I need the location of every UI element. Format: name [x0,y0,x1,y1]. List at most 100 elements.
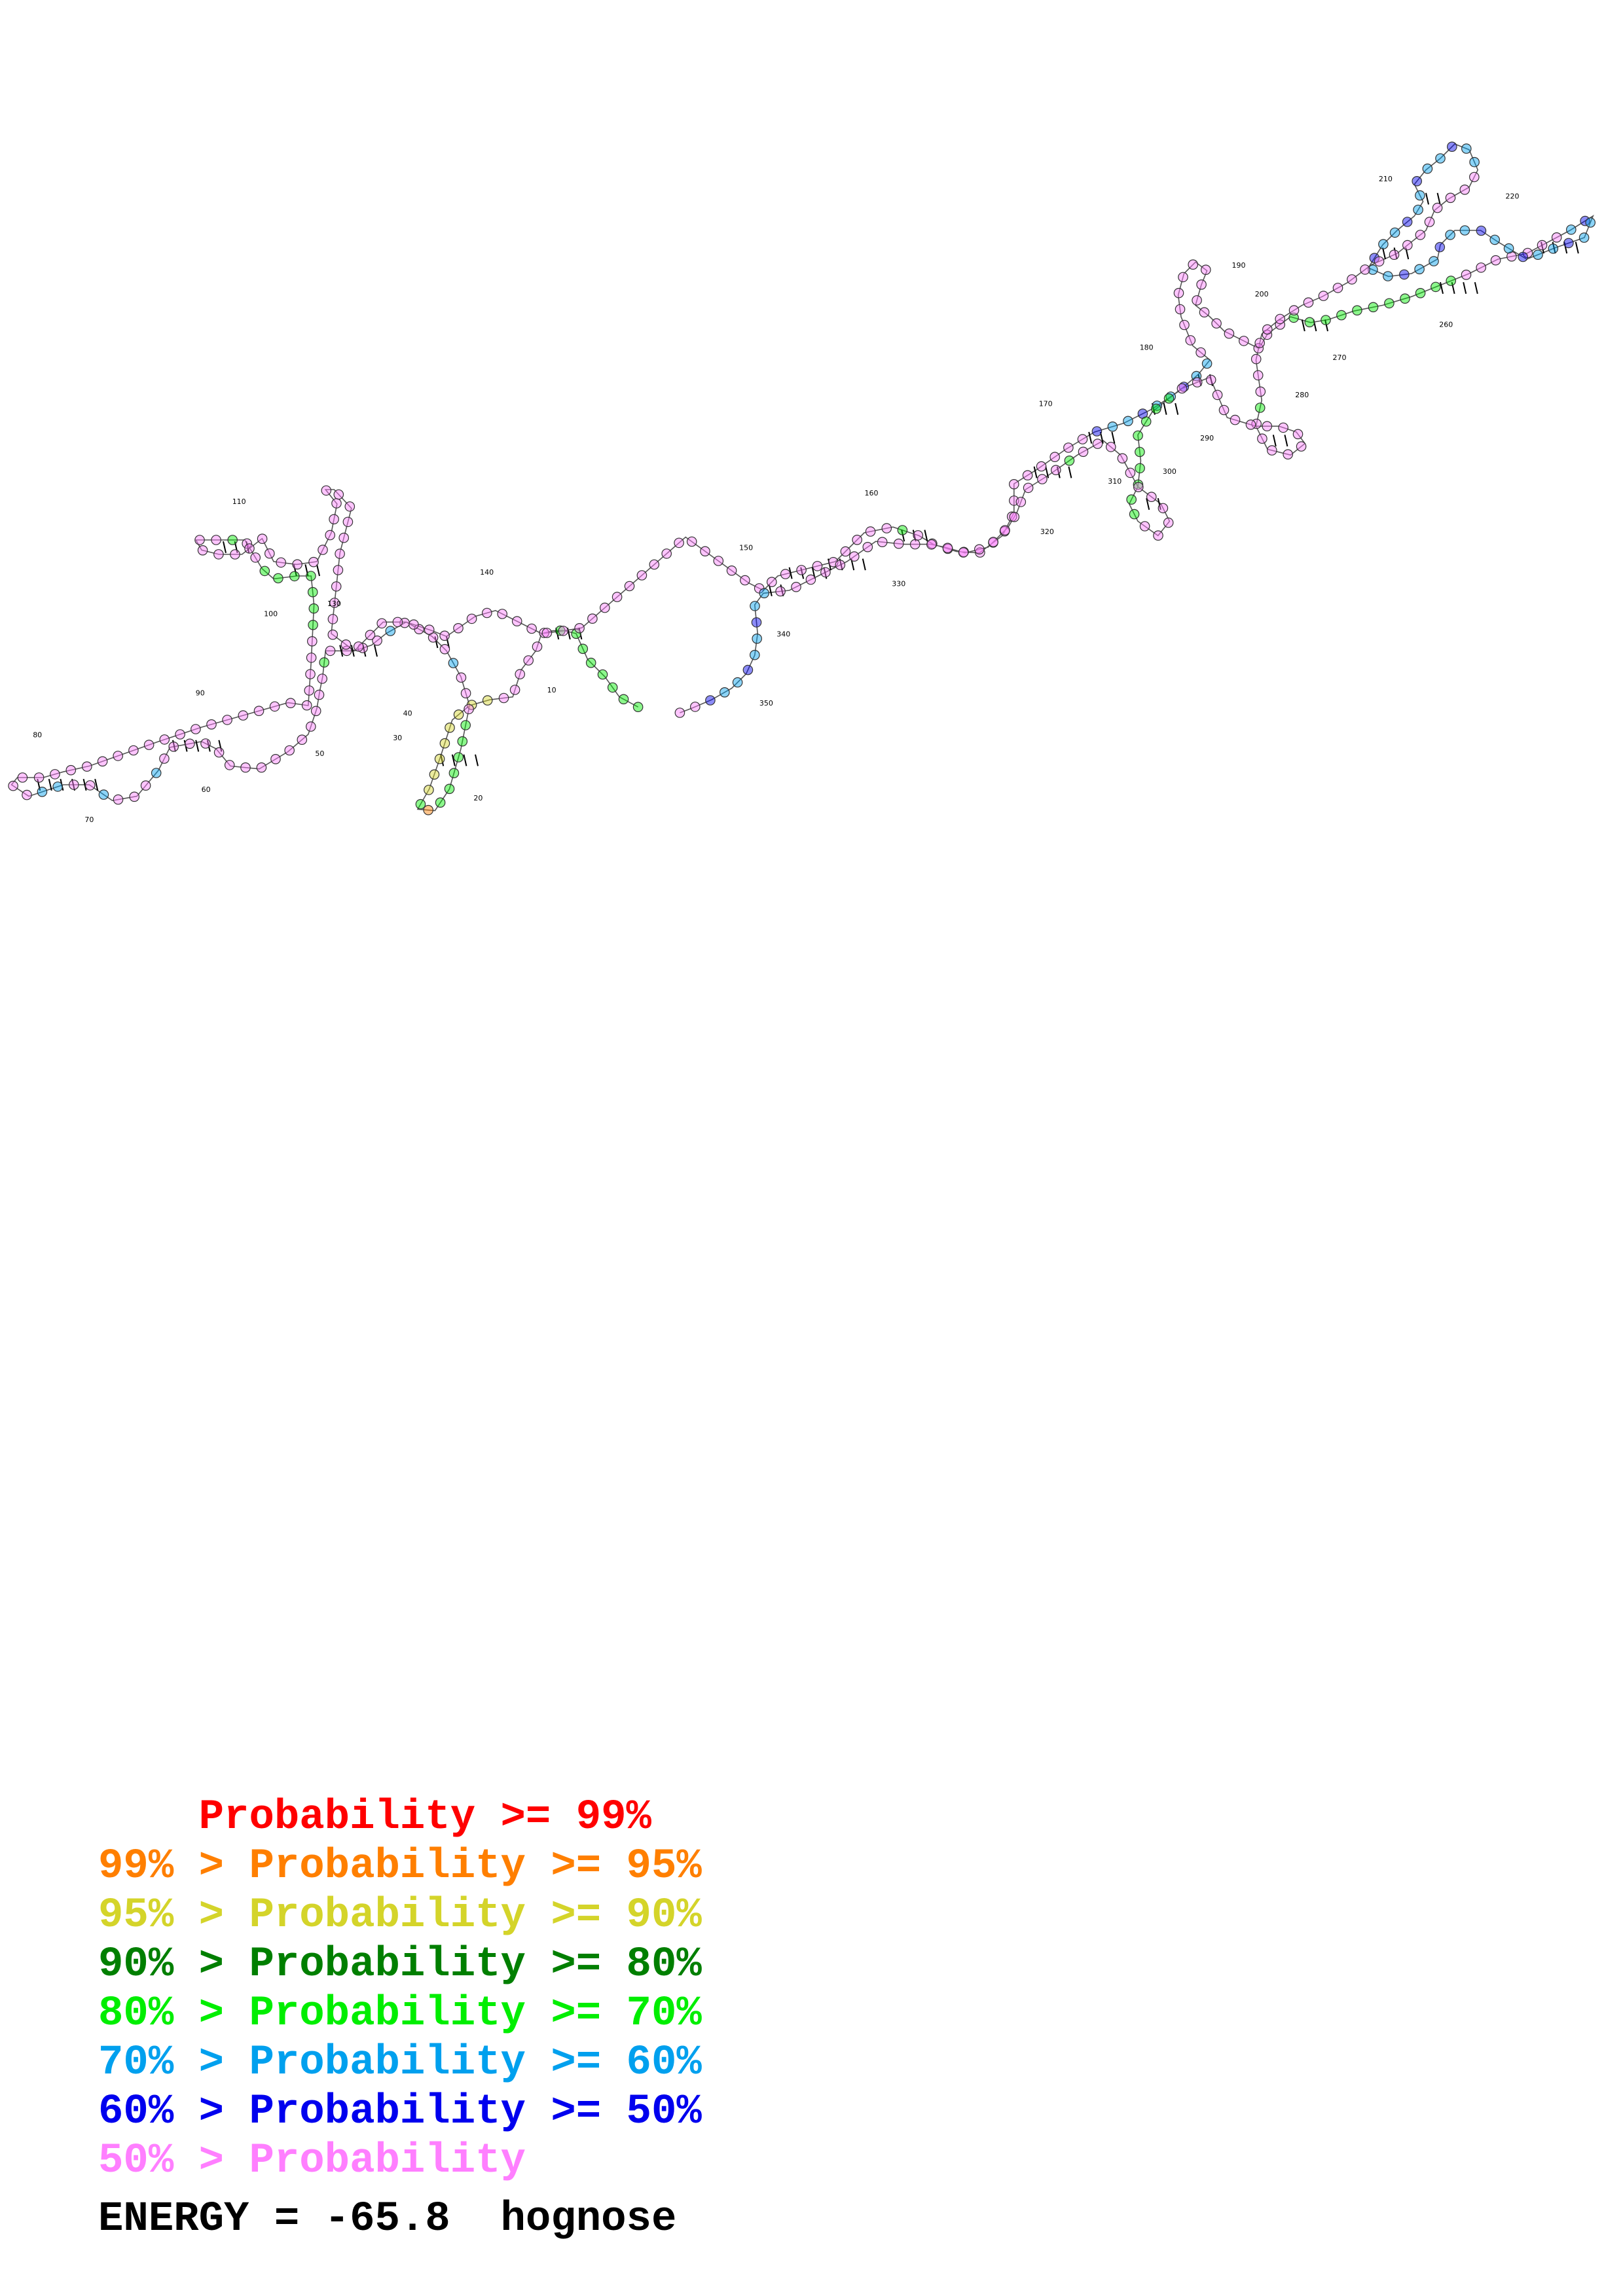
legend-text-70: 80% > Probability >= 70% [98,1990,702,2037]
probability-legend: Probability >= 99% 99% > Probability >= … [98,1793,702,2186]
nucleotide [577,643,589,655]
nucleotide [1252,370,1264,381]
nucleotide [448,658,459,668]
position-label: 110 [232,497,246,506]
nucleotide [893,538,904,549]
nucleotide [942,543,953,553]
nucleotide [151,768,162,778]
nucleotide [624,581,635,592]
nucleotide [444,783,455,795]
nucleotide [310,706,321,717]
nucleotide [1489,234,1500,245]
nucleotide [1037,474,1048,484]
nucleotide [1459,184,1470,195]
nucleotide [1133,482,1144,492]
nucleotide [618,694,629,705]
base-pair-bond [1451,281,1455,295]
nucleotide [1533,249,1543,260]
nucleotide [1262,324,1273,335]
nucleotide [865,526,876,537]
position-label: 140 [480,568,494,577]
nucleotide [649,559,660,570]
nucleotide [435,797,446,808]
position-label: 270 [1333,353,1347,362]
nucleotide [1292,429,1304,440]
nucleotide [732,677,743,688]
nucleotide [1126,494,1137,505]
nucleotide [1163,517,1174,528]
nucleotide [1336,310,1347,321]
position-label: 40 [403,709,412,717]
nucleotide [909,539,921,550]
nucleotide [791,581,801,592]
nucleotide [448,768,460,778]
nucleotide [852,534,862,545]
base-pair-bond [1393,247,1398,260]
nucleotide [453,752,464,762]
base-pair-bond [1175,403,1179,415]
nucleotide [690,702,701,712]
nucleotide [539,628,549,638]
nucleotide [194,535,205,545]
nucleotide [1165,391,1176,402]
nucleotide [1254,338,1265,348]
nucleotide [424,785,434,795]
nucleotide [511,616,522,626]
base-pair-bond [1157,497,1161,511]
base-pair-bond [82,778,87,791]
position-label: 30 [393,734,402,742]
nucleotide [82,761,92,772]
base-pair-bond [475,754,479,766]
position-label: 70 [84,816,94,824]
nucleotide [1036,461,1047,472]
nucleotide [1078,446,1089,457]
nucleotide [1051,465,1061,475]
nucleotide [1414,264,1425,275]
nucleotide [37,787,48,797]
position-label: 20 [473,794,483,802]
nucleotide [424,624,435,635]
nucleotide [1461,269,1472,280]
nucleotide [50,769,60,780]
position-label: 260 [1439,320,1453,329]
nucleotide [1303,297,1314,308]
nucleotide [1400,293,1410,304]
nucleotide [1503,243,1514,254]
nucleotide [1321,315,1331,325]
nucleotide [1537,240,1548,251]
base-pair-bond [1563,242,1568,254]
position-label: 80 [33,730,42,739]
nucleotide [1176,383,1188,394]
position-label: 200 [1255,290,1269,298]
nucleotide [523,655,534,666]
nucleotide [301,700,312,711]
nucleotide [1446,276,1456,286]
nucleotide [597,669,608,680]
nucleotide [1064,455,1075,466]
nucleotide [305,669,316,679]
position-label: 280 [1295,391,1309,399]
nucleotide [497,609,507,619]
nucleotide [143,740,155,750]
base-pair-bond [1575,242,1579,254]
nucleotide [439,738,450,749]
legend-text-low: 50% > Probability [98,2138,526,2185]
nucleotide [835,560,846,570]
base-pair-bond [1056,466,1061,478]
nucleotide [1347,274,1357,285]
nucleotide [338,532,349,543]
nucleotide [862,541,873,552]
nucleotide [558,626,569,636]
nucleotide [1378,239,1389,249]
nucleotide [574,622,585,634]
nucleotide [1211,318,1222,329]
base-pair-bond [234,541,238,554]
position-label: 320 [1040,528,1054,536]
nucleotide [636,570,647,581]
nucleotide [1254,403,1266,413]
legend-row-70: 80% > Probability >= 70% [98,1990,702,2039]
nucleotide [327,629,338,640]
position-label: 300 [1163,467,1176,476]
base-pair-bond [1284,435,1288,447]
nucleotide [1125,467,1136,478]
